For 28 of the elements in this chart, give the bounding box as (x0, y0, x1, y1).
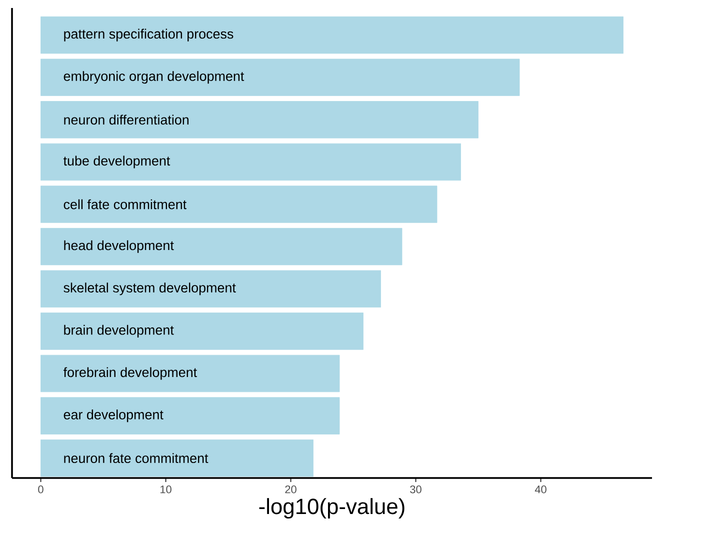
x-tick-label: 20 (285, 486, 296, 494)
y-tick-label: forebrain development (63, 367, 197, 380)
y-tick-label: ear development (64, 410, 164, 422)
bar (40, 228, 402, 266)
bar (40, 186, 438, 223)
y-tick-label: embryonic organ development (64, 71, 244, 84)
y-tick-label: brain development (64, 324, 174, 338)
bar (40, 58, 520, 96)
y-tick-label: skeletal system development (64, 282, 236, 296)
x-tick-label: 0 (38, 486, 44, 494)
bar (40, 440, 314, 477)
bar (40, 16, 624, 54)
bar (40, 312, 364, 350)
x-tick-label: 30 (410, 486, 422, 494)
bar (40, 397, 340, 434)
y-tick-label: cell fate commitment (64, 199, 186, 210)
y-tick-label: pattern specification process (64, 28, 234, 42)
bar (40, 143, 461, 181)
y-tick-label: neuron fate commitment (64, 453, 208, 464)
bar (40, 101, 478, 138)
y-tick-label: head development (64, 240, 174, 253)
x-tick-label: 10 (160, 486, 172, 494)
x-tick-label: 40 (534, 486, 546, 494)
bar (40, 354, 340, 392)
x-axis-title: -log10(p-value) (259, 498, 404, 519)
bar (40, 270, 381, 308)
y-tick-label: tube development (63, 156, 170, 168)
y-tick-label: neuron differentiation (64, 114, 189, 125)
